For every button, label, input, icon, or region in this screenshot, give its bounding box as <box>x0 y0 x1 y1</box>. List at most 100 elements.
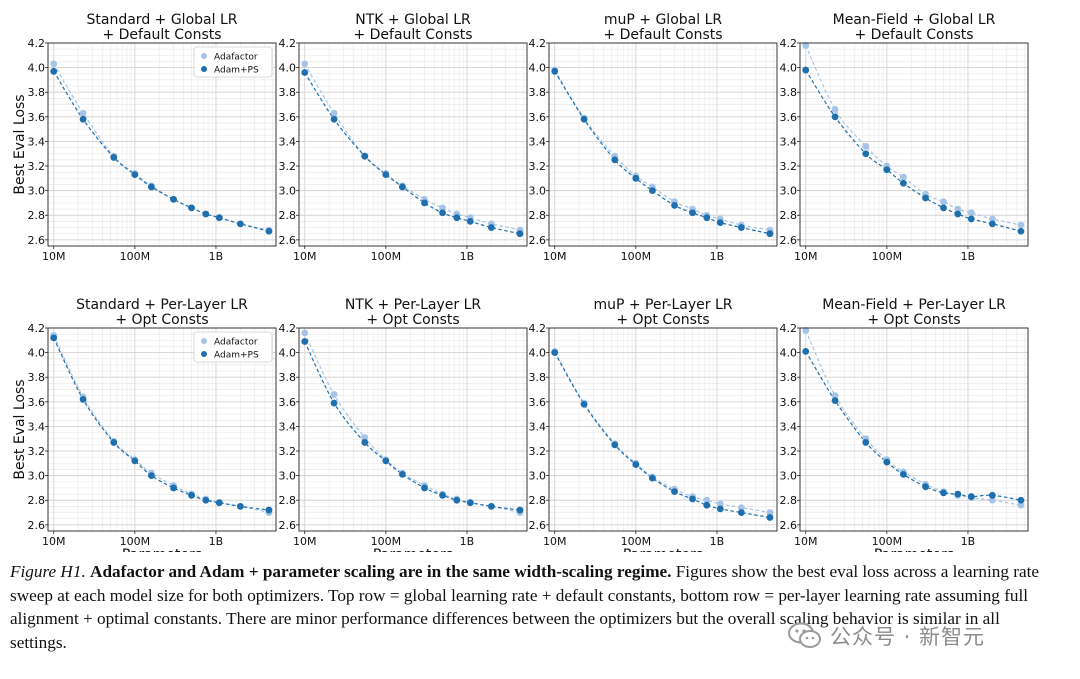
data-point-adam-ps <box>170 195 177 203</box>
legend-marker <box>201 351 207 357</box>
chart-subtitle: + Default Consts <box>854 27 973 43</box>
data-point-adam-ps <box>50 334 58 342</box>
data-point-adam-ps <box>361 439 369 446</box>
legend-label: Adam+PS <box>214 66 259 76</box>
data-point-adam-ps <box>215 214 223 222</box>
y-tick-label: 3.8 <box>780 86 798 99</box>
data-point-adam-ps <box>330 115 338 123</box>
data-point-adafactor <box>940 198 947 206</box>
y-tick-label: 4.0 <box>279 62 297 75</box>
fit-line-adafactor <box>805 330 1022 506</box>
data-point-adam-ps <box>1017 227 1025 235</box>
y-tick-label: 3.2 <box>780 160 798 173</box>
y-axis-label: Best Eval Loss <box>12 379 28 479</box>
y-tick-label: 4.0 <box>279 347 297 360</box>
y-tick-label: 2.6 <box>279 234 297 247</box>
caption-title: Adafactor and Adam + parameter scaling a… <box>90 562 672 581</box>
y-tick-label: 3.4 <box>279 135 297 148</box>
data-point-adam-ps <box>831 397 839 404</box>
data-point-adafactor <box>330 109 338 117</box>
watermark: 公众号 · 新智元 <box>788 621 985 651</box>
legend-label: Adam+PS <box>214 351 259 361</box>
chart-subtitle: + Opt Consts <box>366 312 459 328</box>
fit-line-adam-ps <box>304 341 521 511</box>
y-tick-label: 4.0 <box>28 347 46 360</box>
data-point-adam-ps <box>802 347 810 355</box>
y-tick-label: 4.0 <box>28 62 46 75</box>
x-tick-label: 100M <box>120 535 151 548</box>
data-point-adam-ps <box>648 474 656 482</box>
y-tick-label: 2.8 <box>279 494 297 507</box>
data-point-adam-ps <box>439 491 446 499</box>
data-point-adam-ps <box>79 115 87 123</box>
y-tick-label: 4.0 <box>780 347 798 360</box>
x-tick-label: 1B <box>710 250 725 263</box>
data-point-adafactor <box>1017 221 1025 229</box>
y-tick-label: 3.8 <box>529 86 547 99</box>
data-point-adam-ps <box>766 230 774 238</box>
y-tick-label: 3.4 <box>28 135 46 148</box>
fit-line-adafactor <box>554 351 771 514</box>
chart-subtitle: + Default Consts <box>353 27 472 43</box>
data-point-adam-ps <box>716 505 724 513</box>
y-tick-label: 3.2 <box>529 445 547 458</box>
x-tick-label: 1B <box>961 250 976 263</box>
y-tick-label: 3.2 <box>279 445 297 458</box>
data-point-adafactor <box>988 496 996 504</box>
data-point-adam-ps <box>110 154 118 161</box>
x-tick-label: 100M <box>120 250 151 263</box>
legend-marker <box>201 338 207 344</box>
data-point-adafactor <box>831 392 839 400</box>
y-tick-label: 4.2 <box>780 322 798 335</box>
fit-line-adafactor <box>304 332 521 514</box>
y-tick-label: 3.2 <box>28 160 46 173</box>
data-point-adam-ps <box>831 113 839 121</box>
data-point-adam-ps <box>883 458 891 466</box>
x-tick-label: 10M <box>543 535 567 548</box>
data-point-adam-ps <box>922 483 929 491</box>
wechat-icon <box>788 622 821 648</box>
y-tick-label: 3.4 <box>28 420 46 433</box>
chart-title: Standard + Global LR <box>87 12 238 28</box>
x-tick-label: 100M <box>621 535 652 548</box>
y-tick-label: 3.8 <box>529 371 547 384</box>
data-point-adam-ps <box>131 171 139 179</box>
chart-title: NTK + Per-Layer LR <box>345 297 482 313</box>
data-point-adam-ps <box>188 491 195 499</box>
y-tick-label: 4.2 <box>28 322 46 335</box>
y-tick-label: 3.6 <box>780 396 798 409</box>
chart-panel-4: 2.6 2.8 3.0 3.2 3.4 3.6 3.8 4.0 4.2 10M 100M 1B Mean… <box>780 12 1029 263</box>
data-point-adam-ps <box>202 210 210 218</box>
fit-line-adam-ps <box>805 351 1022 501</box>
data-point-adam-ps <box>516 506 524 514</box>
y-tick-label: 3.2 <box>28 445 46 458</box>
data-point-adam-ps <box>202 496 210 504</box>
data-point-adam-ps <box>453 214 461 222</box>
plot-frame <box>47 327 277 532</box>
x-axis-label: Parameters <box>122 547 202 552</box>
data-point-adam-ps <box>439 209 446 217</box>
data-point-adam-ps <box>79 395 87 403</box>
data-point-adam-ps <box>703 214 711 222</box>
fit-line-adam-ps <box>304 72 521 235</box>
data-point-adam-ps <box>737 224 745 231</box>
fit-line-adam-ps <box>805 69 1022 232</box>
y-tick-label: 3.6 <box>529 111 547 124</box>
y-tick-label: 2.6 <box>529 519 547 532</box>
fit-line-adam-ps <box>53 337 270 511</box>
x-tick-label: 10M <box>42 250 66 263</box>
data-point-adafactor <box>330 391 338 398</box>
legend-label: Adafactor <box>214 53 258 63</box>
data-point-adam-ps <box>382 171 390 179</box>
data-point-adam-ps <box>50 67 58 75</box>
x-tick-label: 100M <box>621 250 652 263</box>
data-point-adafactor <box>967 209 975 217</box>
data-point-adam-ps <box>265 227 273 235</box>
fit-line-adafactor <box>53 63 270 231</box>
chart-panel-7: 2.6 2.8 3.0 3.2 3.4 3.6 3.8 4.0 4.2 10M 100M 1B muP … <box>529 297 778 552</box>
data-point-adam-ps <box>940 204 947 212</box>
y-tick-label: 2.6 <box>28 519 46 532</box>
data-point-adam-ps <box>611 441 619 449</box>
data-point-adam-ps <box>301 338 309 345</box>
y-tick-label: 3.8 <box>279 371 297 384</box>
